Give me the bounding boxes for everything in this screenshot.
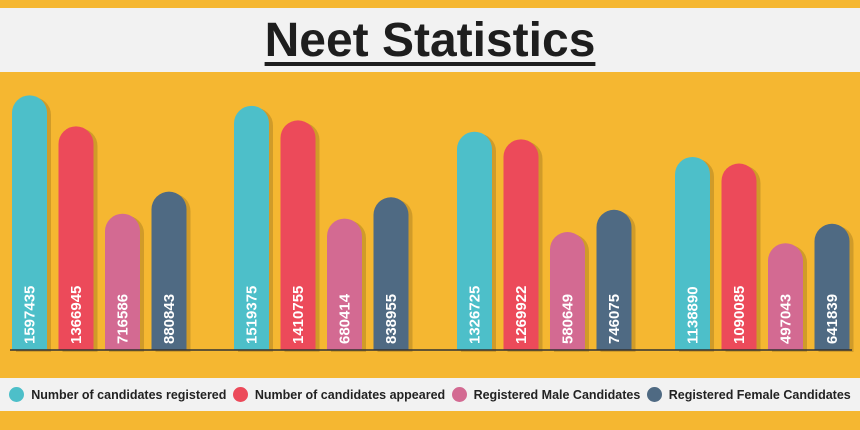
bar (675, 156, 710, 350)
data-label: 1269922 (513, 286, 530, 344)
chart-title: Neet Statistics (264, 13, 596, 67)
bar (105, 213, 140, 350)
bar (814, 223, 850, 350)
data-label: 1138890 (685, 286, 702, 344)
legend-label: Registered Female Candidates (668, 387, 851, 402)
legend-label: Number of candidates registered (31, 387, 227, 402)
legend-label: Registered Male Candidates (473, 387, 641, 402)
legend-item: Number of candidates registered (9, 387, 226, 402)
legend-item: Number of candidates appeared (232, 387, 446, 402)
bar (596, 209, 632, 350)
legend-swatch (451, 387, 467, 402)
data-label: 680414 (337, 293, 354, 344)
data-label: 746075 (606, 294, 623, 344)
legend-item: Registered Female Candidates (646, 387, 851, 402)
bar (550, 231, 585, 350)
data-label: 880843 (161, 294, 178, 344)
bar (12, 95, 47, 351)
data-label: 838955 (383, 294, 400, 344)
bar (373, 197, 409, 350)
data-label: 641839 (824, 294, 841, 344)
bar (768, 243, 803, 350)
data-label: 580649 (560, 294, 577, 344)
data-label: 1597435 (22, 286, 39, 344)
legend-swatch (646, 387, 662, 402)
bar (234, 105, 269, 350)
data-label: 1326725 (467, 286, 484, 344)
legend-swatch (9, 387, 25, 402)
data-label: 1519375 (244, 286, 261, 344)
bar (457, 131, 492, 350)
title-bar: Neet Statistics (0, 8, 860, 72)
legend-label: Number of candidates appeared (254, 387, 446, 402)
bar (280, 120, 316, 350)
data-label: 1366945 (68, 286, 85, 344)
bar (721, 163, 757, 350)
bar (151, 191, 187, 350)
legend: Number of candidates registered Number of… (0, 378, 860, 411)
bar (503, 139, 539, 350)
data-label: 497043 (778, 294, 795, 344)
legend-item: Registered Male Candidates (451, 387, 641, 402)
bar (58, 126, 94, 350)
legend-swatch (232, 387, 248, 402)
data-label: 1090085 (731, 286, 748, 344)
bar (327, 218, 362, 350)
data-label: 1410755 (290, 286, 307, 344)
data-label: 716586 (115, 294, 132, 344)
